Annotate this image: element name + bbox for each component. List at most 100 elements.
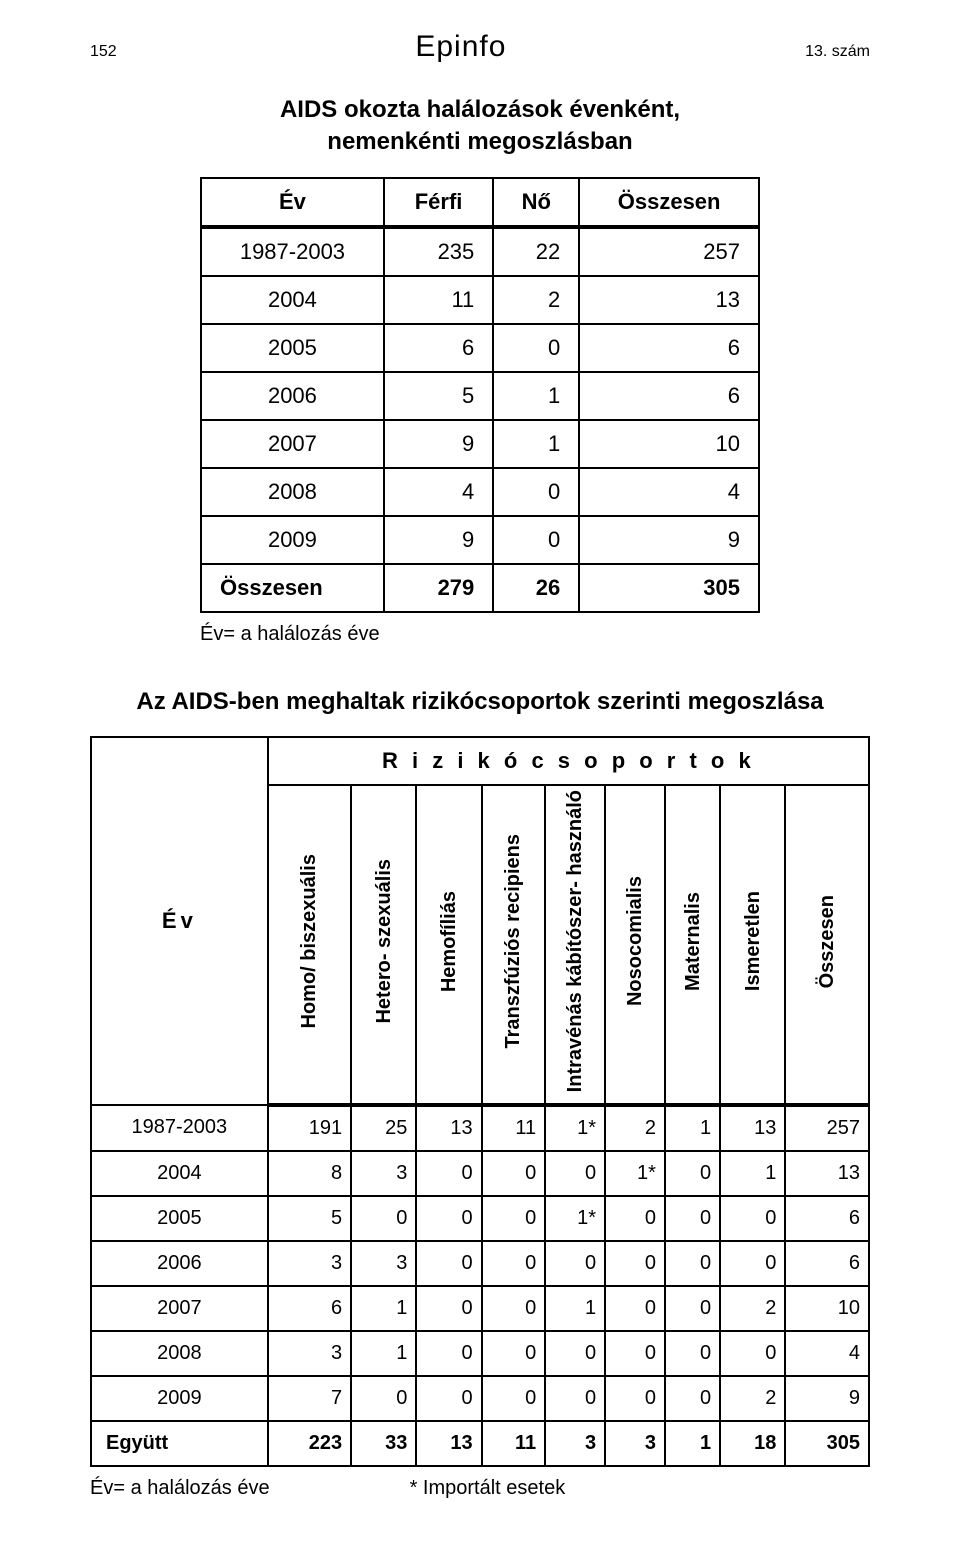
cell: 2004 [201, 276, 384, 324]
cell: 2008 [91, 1331, 268, 1376]
cell: 0 [665, 1331, 720, 1376]
cell: 257 [785, 1105, 869, 1151]
cell: 0 [545, 1151, 605, 1196]
cell: 13 [416, 1105, 481, 1151]
cell: 26 [493, 564, 579, 612]
cell: 0 [605, 1286, 665, 1331]
issue-number: 13. szám [805, 43, 870, 61]
rot-label: Hetero- szexuális [372, 859, 396, 1024]
cell: 4 [384, 468, 493, 516]
cell: 4 [785, 1331, 869, 1376]
t2-col-2: Hemofíliás [416, 785, 481, 1104]
cell: 13 [579, 276, 759, 324]
table-row: 200411213 [201, 276, 759, 324]
cell: 6 [579, 324, 759, 372]
cell: 0 [720, 1196, 785, 1241]
t2-col-3: Transzfúziós recipiens [482, 785, 546, 1104]
cell: 0 [720, 1331, 785, 1376]
t2-group-header: R i z i k ó c s o p o r t o k [268, 737, 869, 785]
table-row: 2008310000004 [91, 1331, 869, 1376]
cell: 0 [605, 1196, 665, 1241]
cell: 0 [665, 1151, 720, 1196]
table-total-row: Együtt22333131133118305 [91, 1421, 869, 1466]
cell: 0 [416, 1331, 481, 1376]
cell: 0 [493, 468, 579, 516]
cell: 5 [268, 1196, 351, 1241]
t2-col-0: Homo/ biszexuális [268, 785, 351, 1104]
cell: 223 [268, 1421, 351, 1466]
rot-label: Összesen [815, 895, 839, 988]
cell: 13 [720, 1105, 785, 1151]
cell: 10 [785, 1286, 869, 1331]
cell: 4 [579, 468, 759, 516]
table-row: 20079110 [201, 420, 759, 468]
cell: 22 [493, 227, 579, 276]
t1-col-male: Férfi [384, 178, 493, 227]
t2-col-8: Összesen [785, 785, 869, 1104]
cell: 11 [482, 1105, 546, 1151]
cell: 3 [268, 1331, 351, 1376]
cell: 0 [482, 1241, 546, 1286]
cell: 8 [268, 1151, 351, 1196]
cell: 0 [482, 1331, 546, 1376]
cell: 6 [268, 1286, 351, 1331]
cell: 3 [268, 1241, 351, 1286]
table-total-row: Összesen27926305 [201, 564, 759, 612]
cell: 1 [493, 420, 579, 468]
cell: 305 [785, 1421, 869, 1466]
t2-col-5: Nosocomialis [605, 785, 665, 1104]
cell: 3 [351, 1151, 416, 1196]
deaths-by-sex-table: Év Férfi Nő Összesen 1987-200323522257 2… [200, 177, 760, 613]
cell: 2 [493, 276, 579, 324]
cell: 0 [493, 324, 579, 372]
cell: 1 [665, 1421, 720, 1466]
page-header: 152 Epinfo 13. szám [90, 30, 870, 64]
cell: 0 [665, 1286, 720, 1331]
cell: 3 [605, 1421, 665, 1466]
cell: 0 [416, 1151, 481, 1196]
cell: 6 [785, 1196, 869, 1241]
t1-col-total: Összesen [579, 178, 759, 227]
cell: 2009 [91, 1376, 268, 1421]
cell: 0 [665, 1376, 720, 1421]
cell: 2009 [201, 516, 384, 564]
table2-footnotes: Év= a halálozás éve * Importált esetek [90, 1477, 870, 1500]
cell: 0 [720, 1241, 785, 1286]
cell: 33 [351, 1421, 416, 1466]
cell: 2007 [91, 1286, 268, 1331]
t2-col-1: Hetero- szexuális [351, 785, 416, 1104]
cell: 191 [268, 1105, 351, 1151]
rot-label: Transzfúziós recipiens [501, 834, 525, 1049]
cell: 9 [384, 420, 493, 468]
cell: 18 [720, 1421, 785, 1466]
cell: 6 [384, 324, 493, 372]
cell: 0 [416, 1286, 481, 1331]
table2-footnote-right: * Importált esetek [410, 1477, 566, 1500]
cell: 2 [720, 1286, 785, 1331]
cell: 2004 [91, 1151, 268, 1196]
cell: 9 [579, 516, 759, 564]
t1-col-female: Nő [493, 178, 579, 227]
cell: 0 [416, 1241, 481, 1286]
table-row: 20076100100210 [91, 1286, 869, 1331]
cell: 0 [482, 1376, 546, 1421]
cell: 1 [351, 1286, 416, 1331]
table-row: 1987-200323522257 [201, 227, 759, 276]
table-row: 2005606 [201, 324, 759, 372]
cell: 0 [545, 1241, 605, 1286]
table1-title: AIDS okozta halálozások évenként, nemenk… [90, 94, 870, 159]
cell: 11 [482, 1421, 546, 1466]
cell: 1 [720, 1151, 785, 1196]
cell: 0 [482, 1151, 546, 1196]
t1-body: 1987-200323522257 200411213 2005606 2006… [201, 227, 759, 612]
cell: 0 [351, 1196, 416, 1241]
cell: Összesen [201, 564, 384, 612]
cell: 0 [545, 1331, 605, 1376]
rot-label: Ismeretlen [741, 891, 765, 991]
table-row: 2008404 [201, 468, 759, 516]
cell: 1 [351, 1331, 416, 1376]
cell: 2005 [91, 1196, 268, 1241]
cell: 7 [268, 1376, 351, 1421]
cell: 13 [785, 1151, 869, 1196]
table-row: 2004830001*0113 [91, 1151, 869, 1196]
